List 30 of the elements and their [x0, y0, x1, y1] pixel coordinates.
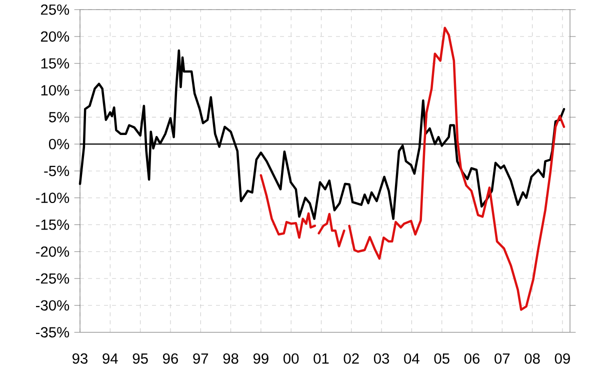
x-tick-label: 05	[434, 353, 450, 364]
x-tick-label: 94	[102, 353, 118, 364]
y-tick-label: -15%	[36, 219, 70, 230]
y-tick-label: -20%	[36, 246, 70, 257]
x-tick-label: 07	[494, 353, 510, 364]
y-tick-label: -25%	[36, 273, 70, 284]
x-tick-label: 97	[193, 353, 208, 364]
x-tick-label: 93	[72, 353, 88, 364]
x-tick-label: 04	[404, 353, 420, 364]
y-tick-label: 0%	[48, 138, 70, 150]
y-tick-label: -5%	[44, 166, 70, 176]
x-tick-label: 95	[132, 353, 148, 364]
x-tick-label: 08	[524, 353, 540, 364]
y-tick-label: 20%	[40, 31, 70, 42]
y-tick-label: 25%	[40, 4, 70, 15]
x-tick-label: 98	[223, 353, 238, 364]
x-tick-label: 96	[162, 353, 178, 364]
y-tick-label: -30%	[36, 300, 70, 310]
y-tick-label: 5%	[48, 112, 70, 122]
y-tick-label: 10%	[41, 84, 70, 96]
x-tick-label: 02	[344, 353, 359, 364]
y-tick-label: 15%	[41, 58, 70, 68]
x-tick-label: 06	[464, 353, 480, 364]
x-tick-label: 99	[253, 353, 268, 364]
x-tick-label: 00	[283, 353, 299, 364]
y-tick-label: -10%	[36, 192, 70, 203]
x-tick-label: 09	[554, 353, 570, 364]
x-tick-label: 01	[314, 353, 329, 364]
x-tick-label: 03	[374, 353, 390, 364]
y-tick-label: -35%	[36, 326, 70, 338]
